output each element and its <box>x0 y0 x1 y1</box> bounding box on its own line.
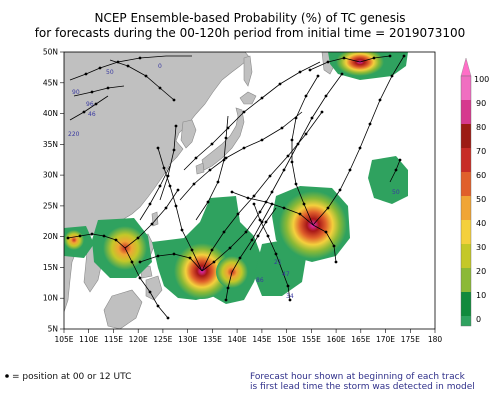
lon-label: 170E <box>376 335 395 344</box>
colorbar-label: 40 <box>476 219 486 228</box>
borneo <box>103 289 143 329</box>
colorbar-segment <box>461 244 471 268</box>
lat-labels: 5N 10N 15N 20N 25N 30N 35N 40N 45N 50N <box>43 48 58 334</box>
patch-mid-pacific <box>368 156 408 204</box>
track-start-labels: 90 96 50 46 220 21 47 50 86 34 0 <box>68 63 400 300</box>
lat-label: 30N <box>43 171 58 180</box>
track-label: 220 <box>68 131 80 138</box>
track-label: 50 <box>392 189 400 196</box>
track-label: 96 <box>86 101 94 108</box>
colorbar-label: 0 <box>476 315 481 324</box>
colorbar-segment <box>461 172 471 196</box>
colorbar-label: 50 <box>476 195 486 204</box>
colorbar-segment <box>461 316 471 326</box>
track-dots <box>66 54 406 320</box>
colorbar-label: 10 <box>476 291 486 300</box>
lat-label: 35N <box>43 140 58 149</box>
colorbar-labels: 0 10 20 30 40 50 60 70 80 90 100 <box>474 75 489 324</box>
sakhalin <box>243 55 253 87</box>
lon-label: 110E <box>79 335 98 344</box>
legend-dot-icon <box>5 374 9 378</box>
lon-label: 120E <box>129 335 148 344</box>
lon-label: 115E <box>104 335 123 344</box>
lon-label: 105E <box>54 335 73 344</box>
colorbar-label: 70 <box>476 147 486 156</box>
japan-honshu <box>201 107 245 171</box>
lon-label: 160E <box>327 335 346 344</box>
axis-ticks <box>60 51 436 333</box>
colorbar-segment <box>461 76 471 100</box>
colorbar-segment <box>461 196 471 220</box>
lon-label: 175E <box>401 335 420 344</box>
lat-label: 20N <box>43 232 58 241</box>
colorbar-label: 60 <box>476 171 486 180</box>
colorbar-label: 20 <box>476 267 486 276</box>
position-legend-note: = position at 00 or 12 UTC <box>12 372 132 382</box>
colorbar-segment <box>461 100 471 124</box>
lat-label: 40N <box>43 109 58 118</box>
colorbar-label: 100 <box>474 75 489 84</box>
track-label: 86 <box>256 277 264 284</box>
colorbar-segment <box>461 292 471 316</box>
colorbar-segment <box>461 124 471 148</box>
lon-label: 135E <box>203 335 222 344</box>
colorbar-label: 30 <box>476 243 486 252</box>
track-label: 46 <box>88 111 96 118</box>
lon-label: 130E <box>178 335 197 344</box>
map-title: NCEP Ensemble-based Probability (%) of T… <box>94 11 406 25</box>
colorbar-segment <box>461 148 471 172</box>
colorbar-label: 80 <box>476 123 486 132</box>
lon-label: 125E <box>153 335 172 344</box>
lat-label: 15N <box>43 263 58 272</box>
track-label: 0 <box>158 63 162 70</box>
track-label: 90 <box>72 89 80 96</box>
lon-label: 180 <box>428 335 443 344</box>
lat-label: 10N <box>43 294 58 303</box>
colorbar <box>460 57 472 327</box>
forecast-hour-note-line2: is first lead time the storm was detecte… <box>250 382 475 392</box>
lon-label: 155E <box>302 335 321 344</box>
lon-label: 150E <box>277 335 296 344</box>
lon-label: 140E <box>228 335 247 344</box>
lat-label: 50N <box>43 48 58 57</box>
colorbar-segment <box>461 220 471 244</box>
forecast-hour-note-line1: Forecast hour shown at beginning of each… <box>250 372 465 382</box>
lat-label: 5N <box>48 325 58 334</box>
colorbar-segment <box>461 268 471 292</box>
lon-label: 165E <box>351 335 370 344</box>
track-label: 34 <box>286 293 294 300</box>
korea-peninsula <box>180 119 197 149</box>
kyushu <box>195 162 205 175</box>
lon-labels: 105E 110E 115E 120E 125E 130E 135E 140E … <box>54 335 442 344</box>
lat-label: 45N <box>43 78 58 87</box>
colorbar-label: 90 <box>476 99 486 108</box>
plot-frame <box>63 51 436 330</box>
japan-hokkaido <box>239 91 257 105</box>
track-label: 47 <box>282 271 290 278</box>
lon-label: 145E <box>252 335 271 344</box>
map-subtitle: for forecasts during the 00-120h period … <box>34 26 466 40</box>
track-label: 21 <box>274 259 282 266</box>
track-label: 50 <box>106 69 114 76</box>
lat-label: 25N <box>43 201 58 210</box>
mindanao <box>145 275 163 301</box>
colorbar-top-arrow <box>460 57 472 77</box>
